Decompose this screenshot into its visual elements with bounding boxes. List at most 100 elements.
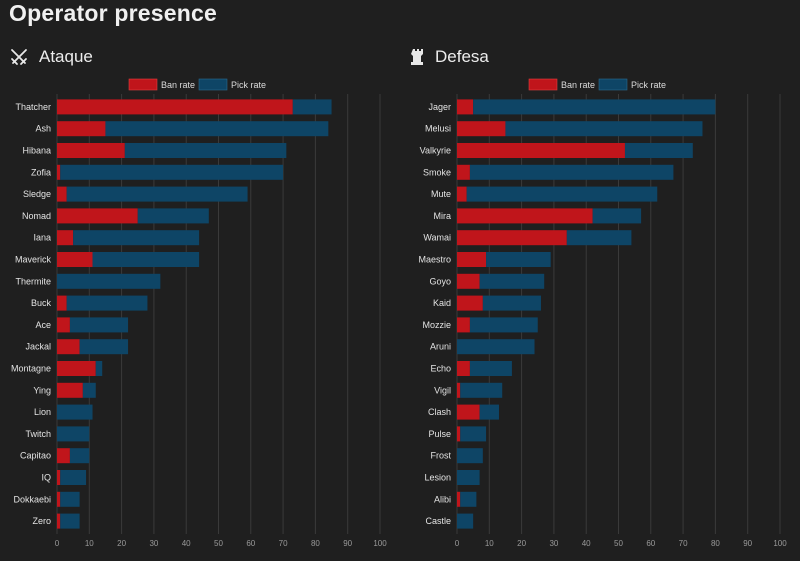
defense-ban-bar <box>457 491 461 507</box>
defense-ban-bar <box>457 230 567 246</box>
attack-legend-ban-swatch <box>128 78 158 91</box>
defense-pick-bar <box>457 513 474 529</box>
defense-x-tick-label: 30 <box>549 539 558 548</box>
defense-legend-pick-label: Pick rate <box>631 80 666 90</box>
defense-pick-bar <box>460 382 503 398</box>
defense-category-label: Vigil <box>434 385 451 395</box>
defense-ban-bar <box>457 382 461 398</box>
defense-category-label: Aruni <box>430 342 451 352</box>
attack-pick-bar <box>137 208 209 224</box>
attack-x-tick-label: 50 <box>214 539 223 548</box>
defense-x-tick-label: 0 <box>455 539 460 548</box>
attack-category-label: Lion <box>34 407 51 417</box>
defense-ban-bar <box>457 252 487 267</box>
attack-category-label: Sledge <box>23 189 51 199</box>
defense-pick-bar <box>505 121 703 137</box>
attack-category-label: Twitch <box>25 429 51 439</box>
attack-pick-bar <box>73 230 200 246</box>
defense-chart-title: Defesa <box>435 47 489 66</box>
defense-category-label: Castle <box>425 516 451 526</box>
defense-pick-bar <box>457 448 483 464</box>
attack-ban-bar <box>57 382 83 398</box>
attack-ban-bar <box>57 143 125 158</box>
attack-category-label: Ace <box>35 320 51 330</box>
attack-category-label: Zofia <box>31 167 51 177</box>
defense-ban-bar <box>457 164 470 180</box>
attack-pick-bar <box>105 121 329 137</box>
defense-pick-bar <box>457 339 535 355</box>
attack-ban-bar <box>57 208 138 224</box>
defense-legend-pick-swatch <box>598 78 628 91</box>
attack-x-tick-label: 60 <box>246 539 255 548</box>
attack-category-label: Ying <box>33 385 51 395</box>
attack-ban-bar <box>57 121 106 137</box>
defense-legend-ban-label: Ban rate <box>561 80 595 90</box>
attack-pick-bar <box>66 295 148 311</box>
page-title: Operator presence <box>9 0 217 26</box>
attack-category-label: Hibana <box>22 146 51 156</box>
defense-x-tick-label: 70 <box>679 539 688 548</box>
defense-category-label: Goyo <box>429 276 451 286</box>
defense-category-label: Jager <box>428 102 451 112</box>
attack-category-label: Montagne <box>11 364 51 374</box>
defense-pick-bar <box>479 404 499 420</box>
attack-category-label: Zero <box>32 516 51 526</box>
defense-category-label: Alibi <box>434 494 451 504</box>
defense-pick-bar <box>482 295 541 311</box>
attack-category-label: Ash <box>35 124 51 134</box>
defense-pick-bar <box>460 491 477 507</box>
defense-x-tick-label: 90 <box>743 539 752 548</box>
attack-pick-bar <box>95 361 103 376</box>
attack-legend-ban-label: Ban rate <box>161 80 195 90</box>
defense-category-label: Melusi <box>425 124 451 134</box>
defense-category-label: Mozzie <box>422 320 451 330</box>
defense-pick-bar <box>469 164 674 180</box>
attack-pick-bar <box>60 491 80 507</box>
attack-ban-bar <box>57 230 74 246</box>
attack-x-tick-label: 20 <box>117 539 126 548</box>
attack-category-label: Maverick <box>15 255 52 265</box>
defense-ban-bar <box>457 121 506 137</box>
defense-panel-header: Defesa <box>411 44 489 70</box>
defense-x-tick-label: 100 <box>773 539 787 548</box>
defense-pick-bar <box>486 252 551 267</box>
defense-category-label: Pulse <box>428 429 451 439</box>
attack-x-tick-label: 90 <box>343 539 352 548</box>
attack-ban-bar <box>57 295 67 311</box>
defense-pick-bar <box>473 99 716 115</box>
defense-ban-bar <box>457 208 593 224</box>
defense-pick-bar <box>624 143 693 158</box>
attack-pick-bar <box>79 339 129 355</box>
defense-category-label: Mute <box>431 189 451 199</box>
defense-category-label: Maestro <box>418 255 451 265</box>
defense-pick-bar <box>592 208 642 224</box>
attack-panel-header: Ataque <box>9 44 93 70</box>
attack-pick-bar <box>57 426 90 442</box>
defense-x-tick-label: 50 <box>614 539 623 548</box>
attack-chart-title: Ataque <box>39 47 93 66</box>
defense-legend-ban-swatch <box>528 78 558 91</box>
defense-x-tick-label: 40 <box>582 539 591 548</box>
attack-pick-bar <box>292 99 332 115</box>
attack-x-tick-label: 80 <box>311 539 320 548</box>
attack-category-label: Thatcher <box>15 102 51 112</box>
defense-ban-bar <box>457 426 461 442</box>
defense-pick-bar <box>460 426 487 442</box>
defense-ban-bar <box>457 273 480 289</box>
attack-x-tick-label: 0 <box>55 539 60 548</box>
defense-pick-bar <box>566 230 632 246</box>
attack-x-tick-label: 100 <box>373 539 387 548</box>
attack-pick-bar <box>57 404 93 420</box>
attack-category-label: Iana <box>33 233 51 243</box>
defense-pick-bar <box>457 470 480 485</box>
defense-pick-bar <box>479 273 545 289</box>
attack-pick-bar <box>82 382 96 398</box>
defense-x-tick-label: 20 <box>517 539 526 548</box>
attack-ban-bar <box>57 513 61 529</box>
attack-category-label: IQ <box>41 473 51 483</box>
attack-category-label: Nomad <box>22 211 51 221</box>
defense-x-tick-label: 10 <box>485 539 494 548</box>
attack-pick-bar <box>57 273 161 289</box>
attack-ban-bar <box>57 491 61 507</box>
defense-ban-bar <box>457 186 467 202</box>
